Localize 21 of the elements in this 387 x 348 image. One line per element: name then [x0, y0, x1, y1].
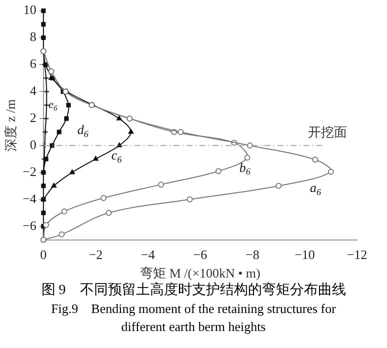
y-tick-label: −4 — [22, 190, 37, 206]
x-tick-label: −12 — [346, 247, 368, 262]
y-tick-label: 10 — [23, 2, 36, 18]
x-tick-label: −2 — [88, 247, 103, 262]
y-tick-label: −6 — [22, 218, 37, 233]
ref-line-label: 开挖面 — [308, 124, 347, 140]
x-tick-label: −4 — [141, 247, 156, 262]
x-tick-label: −8 — [246, 247, 260, 262]
x-tick-label: 0 — [40, 247, 47, 262]
caption: Fig.9 Bending moment of the retaining structures for different earth berm heights — [50, 300, 337, 336]
y-axis-title: 深度 z /m — [3, 99, 18, 152]
y-tick-label: −2 — [22, 164, 36, 179]
y-tick-label: 8 — [30, 29, 36, 44]
x-tick-label: −6 — [193, 247, 208, 262]
x-tick-label: −10 — [294, 247, 315, 262]
y-tick-label: 6 — [30, 56, 37, 72]
x-axis-title: 弯矩 M /(×100kN • m) — [140, 266, 260, 281]
caption: 图 9 不同预留土高度时支护结构的弯矩分布曲线 — [40, 282, 347, 300]
y-tick-label: 4 — [30, 83, 37, 98]
y-tick-label: 0 — [30, 136, 36, 152]
y-tick-label: 2 — [30, 110, 36, 125]
